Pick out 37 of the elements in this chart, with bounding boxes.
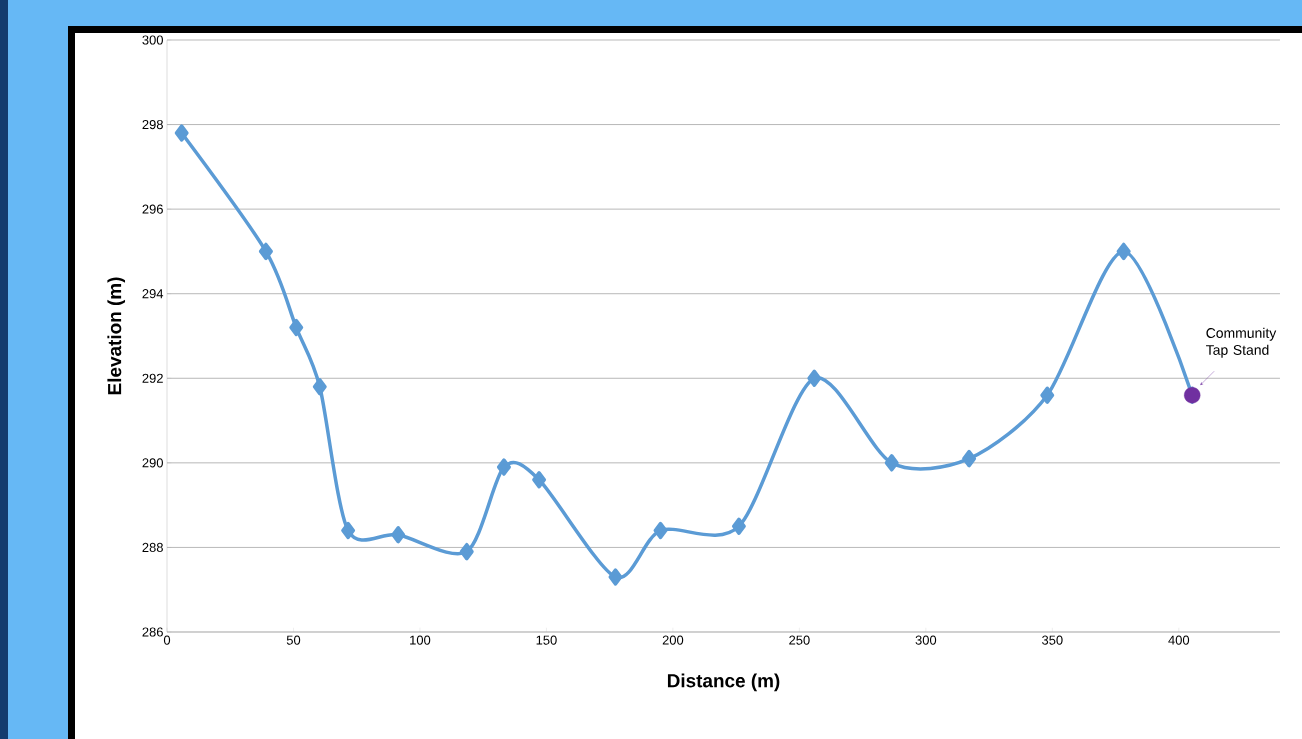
point: [459, 542, 474, 561]
x-tick-label: 200: [662, 635, 684, 645]
x-tick-label: 400: [1168, 635, 1190, 645]
x-tick-label: 350: [1042, 635, 1063, 645]
y-tick-label: 290: [142, 458, 163, 468]
x-tick-label: 250: [789, 635, 810, 645]
x-axis-title: Distance (m): [667, 673, 780, 692]
x-tick-label: 150: [536, 635, 557, 645]
x-tick-label: 300: [915, 635, 937, 645]
y-axis-title: Elevation (m): [107, 277, 126, 395]
point: [807, 369, 822, 387]
point: [312, 378, 327, 396]
y-tick-label: 294: [142, 289, 164, 299]
point: [962, 449, 977, 468]
point: [608, 568, 623, 586]
point: [731, 517, 746, 536]
point: [174, 124, 189, 142]
y-tick-label: 296: [142, 204, 163, 214]
y-tick-label: 298: [142, 119, 163, 130]
x-tick-label: 100: [410, 635, 431, 645]
point: [532, 471, 547, 489]
x-tick-label: 50: [286, 635, 301, 645]
point: [258, 242, 273, 261]
point: [391, 526, 406, 544]
point: [289, 318, 304, 337]
point: [496, 458, 511, 476]
point: [1040, 386, 1055, 404]
point: [653, 521, 668, 540]
x-tick-label: 0: [163, 635, 171, 645]
annotation: Community Tap Stand: [1206, 327, 1277, 358]
y-tick-label: 288: [142, 542, 163, 553]
point: [884, 454, 899, 472]
y-tick-label: 292: [142, 373, 163, 383]
point: [1116, 242, 1131, 261]
y-tick-label: 300: [142, 35, 163, 45]
point: [341, 521, 356, 540]
y-tick-label: 286: [142, 627, 163, 637]
